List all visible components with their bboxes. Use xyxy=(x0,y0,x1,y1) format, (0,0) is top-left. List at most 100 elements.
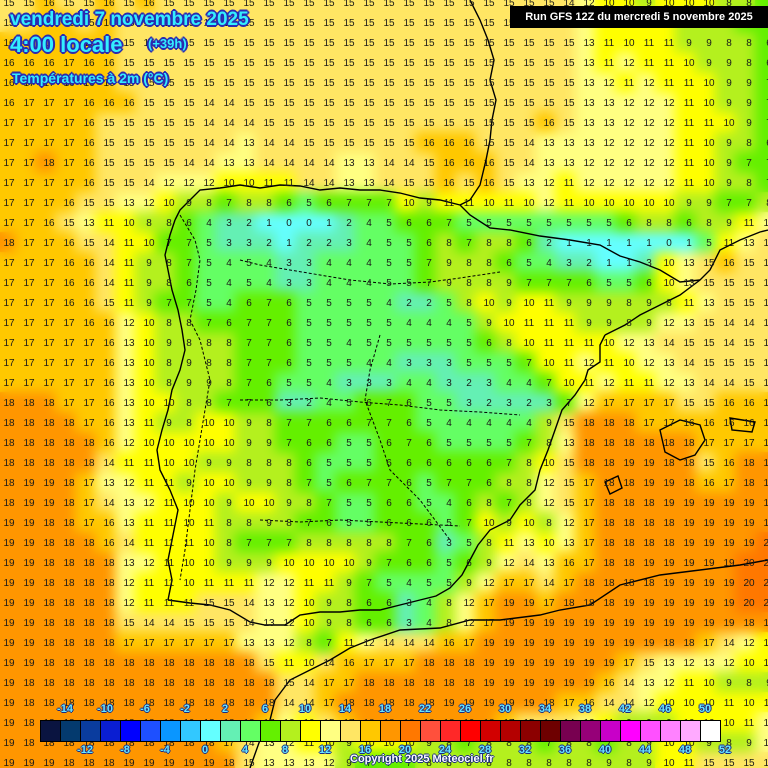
temperature-value: 18 xyxy=(123,738,135,749)
temperature-value: 2 xyxy=(326,238,332,249)
temperature-value: 16 xyxy=(423,138,435,149)
temperature-value: 4 xyxy=(366,238,372,249)
temperature-value: 18 xyxy=(43,398,55,409)
temperature-value: 3 xyxy=(226,238,232,249)
temperature-value: 5 xyxy=(386,578,392,589)
temperature-value: 15 xyxy=(743,338,755,349)
temperature-value: 18 xyxy=(603,558,615,569)
legend-label-bottom: 24 xyxy=(438,744,452,756)
temperature-value: 18 xyxy=(43,578,55,589)
temperature-value: 8 xyxy=(166,258,172,269)
temperature-value: 15 xyxy=(403,58,415,69)
temperature-value: 16 xyxy=(63,298,75,309)
temperature-value: 4 xyxy=(466,418,472,429)
temperature-value: 8 xyxy=(446,618,452,629)
temperature-value: 10 xyxy=(703,138,715,149)
temperature-value: 19 xyxy=(523,638,535,649)
temperature-value: 17 xyxy=(523,578,535,589)
temperature-value: 8 xyxy=(626,318,632,329)
temperature-value: 19 xyxy=(3,658,15,669)
temperature-value: 18 xyxy=(163,738,175,749)
temperature-value: 5 xyxy=(506,438,512,449)
temperature-value: 10 xyxy=(223,438,235,449)
temperature-value: 6 xyxy=(426,558,432,569)
temperature-value: 18 xyxy=(83,678,95,689)
temperature-value: 15 xyxy=(123,18,135,29)
temperature-value: 18 xyxy=(603,538,615,549)
temperature-value: 17 xyxy=(483,618,495,629)
temperature-value: 16 xyxy=(103,398,115,409)
temperature-value: 10 xyxy=(123,218,135,229)
temperature-value: 17 xyxy=(43,318,55,329)
temperature-value: 15 xyxy=(283,678,295,689)
temperature-value: 19 xyxy=(683,498,695,509)
temperature-value: 15 xyxy=(263,58,275,69)
temperature-value: 18 xyxy=(743,618,755,629)
temperature-value: 15 xyxy=(423,118,435,129)
temperature-value: 8 xyxy=(506,758,512,768)
legend-swatch xyxy=(581,721,601,741)
temperature-value: 12 xyxy=(283,578,295,589)
temperature-value: 19 xyxy=(543,658,555,669)
temperature-value: 10 xyxy=(623,198,635,209)
temperature-value: 15 xyxy=(383,58,395,69)
legend-label-bottom: 28 xyxy=(478,744,492,756)
temperature-value: 9 xyxy=(226,558,232,569)
temperature-value: 1 xyxy=(326,218,332,229)
temperature-value: 10 xyxy=(143,238,155,249)
temperature-value: 18 xyxy=(203,678,215,689)
temperature-value: 10 xyxy=(223,178,235,189)
temperature-value: 12 xyxy=(643,178,655,189)
temperature-value: 15 xyxy=(163,118,175,129)
temperature-value: 17 xyxy=(23,358,35,369)
temperature-value: 11 xyxy=(683,138,695,149)
temperature-value: 18 xyxy=(603,478,615,489)
temperature-value: 18 xyxy=(83,458,95,469)
temperature-value: 7 xyxy=(166,238,172,249)
temperature-value: 8 xyxy=(506,738,512,749)
temperature-value: 9 xyxy=(646,298,652,309)
temperature-value: 6 xyxy=(426,538,432,549)
temperature-value: 16 xyxy=(103,418,115,429)
temperature-value: 18 xyxy=(23,458,35,469)
temperature-value: 12 xyxy=(123,438,135,449)
temperature-value: 13 xyxy=(663,358,675,369)
temperature-value: 15 xyxy=(483,118,495,129)
temperature-value: 6 xyxy=(226,318,232,329)
forecast-date: vendredi 7 novembre 2025 xyxy=(10,9,249,30)
temperature-value: 7 xyxy=(606,738,612,749)
temperature-value: 15 xyxy=(563,498,575,509)
temperature-value: 18 xyxy=(683,638,695,649)
temperature-value: 11 xyxy=(243,578,255,589)
temperature-value: 18 xyxy=(663,518,675,529)
temperature-value: 3 xyxy=(246,238,252,249)
temperature-value: 1 xyxy=(286,238,292,249)
temperature-value: 20 xyxy=(763,578,768,589)
temperature-value: 15 xyxy=(443,18,455,29)
temperature-value: 8 xyxy=(526,458,532,469)
temperature-value: 13 xyxy=(123,338,135,349)
temperature-value: 18 xyxy=(183,658,195,669)
temperature-value: 16 xyxy=(83,58,95,69)
temperature-value: 15 xyxy=(303,78,315,89)
temperature-value: 12 xyxy=(643,698,655,709)
temperature-value: 11 xyxy=(163,538,175,549)
temperature-value: 4 xyxy=(326,258,332,269)
temperature-value: 1 xyxy=(686,238,692,249)
temperature-value: 10 xyxy=(403,738,415,749)
temperature-value: 18 xyxy=(583,458,595,469)
legend-label-top: 42 xyxy=(618,703,632,715)
temperature-value: 15 xyxy=(363,18,375,29)
temperature-value: 1 xyxy=(626,258,632,269)
temperature-value: 9 xyxy=(606,318,612,329)
temperature-value: 12 xyxy=(183,178,195,189)
temperature-value: 8 xyxy=(626,738,632,749)
temperature-value: 5 xyxy=(366,518,372,529)
temperature-value: 10 xyxy=(603,338,615,349)
temperature-value: 18 xyxy=(3,238,15,249)
temperature-value: 4 xyxy=(386,298,392,309)
temperature-value: 18 xyxy=(63,598,75,609)
temperature-value: 5 xyxy=(346,518,352,529)
legend-swatch xyxy=(321,721,341,741)
temperature-value: 18 xyxy=(63,638,75,649)
